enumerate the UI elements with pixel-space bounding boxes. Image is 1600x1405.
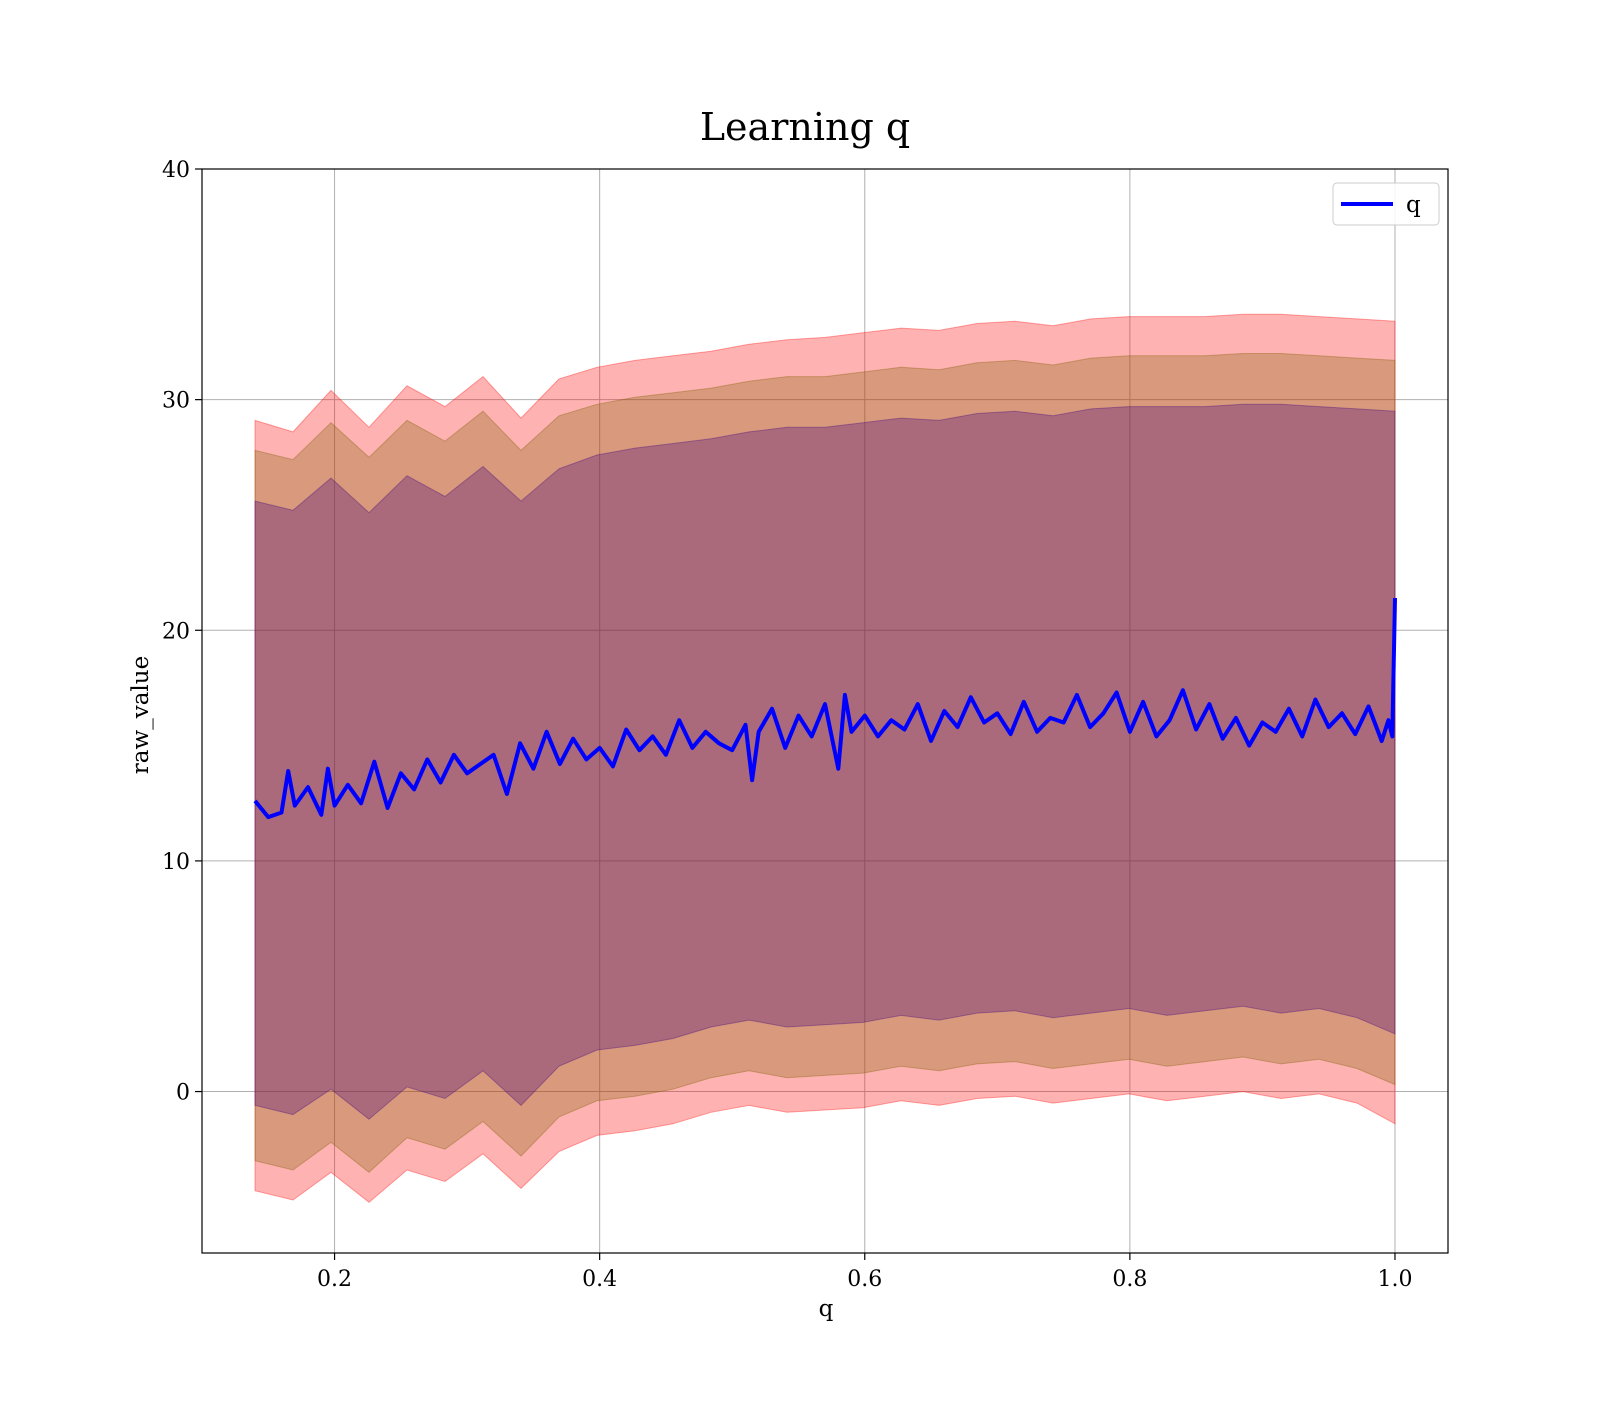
y-axis-ticks: 0 10 20 30 40 bbox=[162, 158, 202, 1106]
legend-label-q: q bbox=[1406, 192, 1421, 218]
y-tick-label-0: 0 bbox=[176, 1081, 190, 1106]
x-axis-label: q bbox=[819, 1296, 834, 1322]
y-tick-label-3: 30 bbox=[162, 389, 190, 414]
x-tick-label-4: 1.0 bbox=[1377, 1267, 1412, 1292]
plot-frame bbox=[201, 168, 1449, 1254]
legend: q bbox=[1332, 182, 1440, 226]
confidence-bands bbox=[254, 313, 1396, 1203]
y-tick-label-4: 40 bbox=[162, 158, 190, 183]
series-lines bbox=[253, 597, 1397, 820]
y-tick-label-2: 20 bbox=[162, 619, 190, 644]
series-line-q bbox=[253, 597, 1397, 820]
confidence-band-1 bbox=[254, 353, 1396, 1173]
confidence-band-2 bbox=[254, 403, 1396, 1120]
x-tick-label-1: 0.4 bbox=[582, 1267, 617, 1292]
x-tick-label-2: 0.6 bbox=[847, 1267, 882, 1292]
x-tick-label-0: 0.2 bbox=[317, 1267, 352, 1292]
y-axis-label: raw_value bbox=[128, 656, 154, 774]
x-tick-label-3: 0.8 bbox=[1112, 1267, 1147, 1292]
x-axis-ticks: 0.2 0.4 0.6 0.8 1.0 bbox=[317, 1253, 1412, 1292]
confidence-band-0 bbox=[254, 313, 1396, 1203]
y-tick-label-1: 10 bbox=[162, 850, 190, 875]
chart-title: Learning q bbox=[700, 105, 910, 149]
